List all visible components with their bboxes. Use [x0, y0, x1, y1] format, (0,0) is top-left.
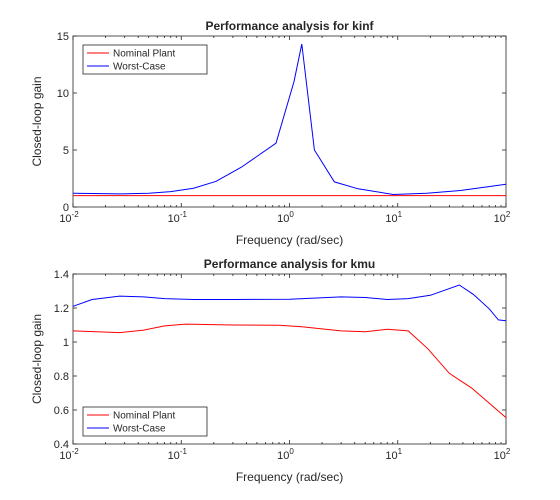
legend-entry: Worst-Case [113, 62, 166, 73]
x-tick-exponent: -2 [72, 447, 80, 456]
legend: Nominal Plant Worst-Case [82, 406, 208, 437]
chart-title: Performance analysis for kinf [205, 19, 374, 33]
x-tick-base: 10 [494, 213, 506, 225]
y-tick-label: 1.2 [54, 303, 69, 315]
y-tick-label: 0.6 [54, 405, 69, 417]
legend-entry: Nominal Plant [113, 49, 175, 60]
x-tick-exponent: 2 [506, 210, 511, 219]
x-tick-base: 10 [168, 450, 180, 462]
x-axis-label: Frequency (rad/sec) [236, 470, 343, 484]
x-tick-base: 10 [168, 213, 180, 225]
y-tick-label: 5 [63, 145, 69, 157]
x-tick-exponent: 2 [506, 447, 511, 456]
x-tick-exponent: -1 [180, 447, 188, 456]
x-tick-base: 10 [277, 213, 289, 225]
y-tick-label: 0.4 [54, 439, 69, 451]
legend-entry: Worst-Case [113, 424, 166, 435]
x-tick-base: 10 [494, 450, 506, 462]
y-tick-label: 15 [57, 31, 69, 43]
chart-title: Performance analysis for kmu [204, 257, 375, 271]
x-tick-label: 10-2 [59, 447, 79, 462]
x-tick-label: 10-1 [168, 447, 188, 462]
x-tick-label: 10-1 [168, 210, 188, 225]
legend: Nominal Plant Worst-Case [82, 44, 208, 75]
x-axis-label: Frequency (rad/sec) [236, 233, 343, 247]
x-tick-label: 10-2 [59, 210, 79, 225]
legend-box [82, 406, 208, 437]
x-tick-exponent: -1 [180, 210, 188, 219]
x-tick-base: 10 [385, 213, 397, 225]
x-tick-label: 101 [385, 447, 402, 462]
x-tick-label: 100 [277, 447, 294, 462]
y-tick-label: 0.8 [54, 371, 69, 383]
x-tick-base: 10 [59, 450, 71, 462]
x-tick-exponent: 0 [289, 447, 294, 456]
x-tick-label: 100 [277, 210, 294, 225]
x-tick-base: 10 [59, 213, 71, 225]
x-tick-exponent: -2 [72, 210, 80, 219]
y-tick-label: 1 [63, 337, 69, 349]
x-tick-base: 10 [277, 450, 289, 462]
x-tick-exponent: 1 [398, 210, 403, 219]
x-tick-label: 101 [385, 210, 402, 225]
y-axis-label: Closed-loop gain [30, 314, 44, 404]
y-tick-label: 1.4 [54, 269, 69, 281]
x-tick-exponent: 0 [289, 210, 294, 219]
y-axis-label: Closed-loop gain [30, 76, 44, 166]
series-line-worst-case [72, 284, 507, 322]
legend-box [82, 44, 208, 75]
legend-entry: Nominal Plant [113, 411, 175, 422]
y-tick-label: 0 [63, 202, 69, 214]
series-line-nominal-plant [72, 323, 507, 418]
x-tick-base: 10 [385, 450, 397, 462]
y-tick-label: 10 [57, 88, 69, 100]
x-tick-label: 102 [494, 447, 511, 462]
series-line-worst-case [72, 43, 507, 196]
x-tick-exponent: 1 [398, 447, 403, 456]
x-tick-label: 102 [494, 210, 511, 225]
